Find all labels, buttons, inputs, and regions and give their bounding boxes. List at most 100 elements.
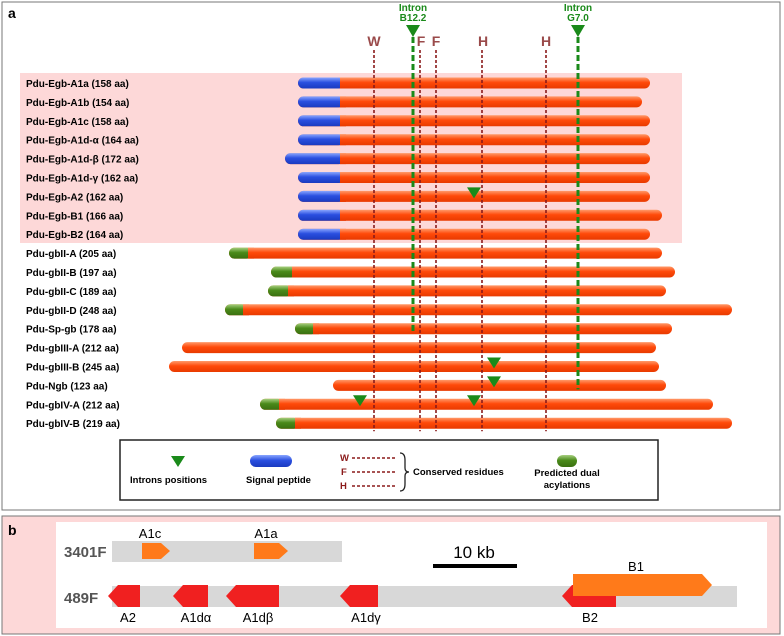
protein-bar-join (340, 228, 346, 240)
signal-peptide (298, 228, 344, 240)
intron-g7-subtitle: G7.0 (567, 13, 589, 24)
scaffold-489f-label: 489F (64, 590, 98, 607)
protein-bar (298, 172, 650, 183)
protein-bar (276, 417, 732, 429)
row-label: Pdu-Egb-A2 (162 aa) (26, 192, 123, 203)
protein-bar-join (292, 266, 298, 278)
signal-peptide (298, 77, 344, 89)
legend-box (119, 439, 659, 501)
gene-b1-label: B1 (628, 559, 644, 574)
protein-bar (298, 134, 650, 146)
intron-triangles (353, 187, 501, 407)
panel-a-label: a (8, 5, 16, 21)
legend-dual-text-2: acylations (544, 480, 590, 491)
gene-a1a-label: A1a (254, 526, 278, 541)
legend-h: H (340, 481, 347, 492)
legend-dual-text-1: Predicted dual (534, 468, 599, 479)
gene-a1da (173, 585, 208, 607)
gene-row (169, 361, 659, 372)
row-label: Pdu-Egb-A1d-γ (162 aa) (26, 174, 138, 185)
signal-peptide (298, 190, 344, 202)
gene-row (333, 379, 666, 391)
intron-b12-title: Intron (399, 3, 427, 14)
gene-a1db-label: A1dβ (243, 610, 274, 625)
protein-bar-join (313, 323, 319, 335)
residue-h2: H (541, 33, 551, 49)
gene-a1dg (340, 585, 378, 607)
intron-b12-subtitle: B12.2 (400, 13, 427, 24)
row-label: Pdu-gbII-A (205 aa) (26, 249, 116, 260)
protein-bar (298, 209, 662, 221)
row-label: Pdu-gbII-B (197 aa) (26, 268, 117, 279)
gene-row (271, 266, 675, 278)
scaffold-3401f-label: 3401F (64, 544, 107, 561)
gene-a1da-label: A1dα (181, 610, 212, 625)
scaffold-3401f-bar (112, 541, 342, 562)
row-label: Pdu-Egb-A1b (154 aa) (26, 98, 129, 109)
gene-row (229, 247, 662, 259)
gene-row (268, 285, 666, 297)
dual-acylation (271, 266, 296, 278)
residue-f2: F (432, 33, 441, 49)
gene-row (260, 398, 713, 410)
row-label: Pdu-gbII-D (248 aa) (26, 306, 117, 317)
scale-label: 10 kb (453, 543, 495, 562)
protein-bar-join (288, 285, 294, 297)
protein-bar-join (340, 190, 346, 202)
row-label: Pdu-Egb-A1a (158 aa) (26, 79, 129, 90)
signal-peptide (298, 134, 344, 146)
intron-triangle-icon (467, 187, 481, 199)
gene-a2 (108, 585, 140, 607)
gene-a2-label: A2 (120, 610, 136, 625)
row-label: Pdu-gbIV-B (219 aa) (26, 419, 120, 430)
intron-triangle-icon (353, 395, 367, 407)
gene-a1c (142, 543, 170, 559)
protein-bar (271, 266, 675, 278)
intron-g7-title: Intron (564, 3, 592, 14)
protein-bar-join (248, 247, 254, 259)
protein-bar (229, 247, 662, 259)
row-label: Pdu-Sp-gb (178 aa) (26, 325, 117, 336)
residue-f1: F (417, 33, 426, 49)
row-label: Pdu-gbIII-A (212 aa) (26, 344, 119, 355)
gene-row (276, 417, 732, 429)
gene-row (298, 134, 650, 146)
gene-b1 (573, 574, 712, 596)
gene-row (295, 323, 672, 335)
row-label: Pdu-Egb-B1 (166 aa) (26, 211, 123, 222)
protein-bar-join (340, 115, 346, 127)
gene-row (225, 304, 732, 316)
gene-row (298, 115, 650, 127)
intron-triangle-icon (487, 376, 501, 388)
gene-rows (169, 77, 732, 429)
signal-peptide (298, 96, 344, 108)
dual-acylation (260, 398, 283, 410)
protein-bar (333, 379, 666, 391)
intron-triangle-icon (467, 395, 481, 407)
protein-bar-join (295, 417, 301, 429)
legend-introns-text: Introns positions (130, 475, 207, 486)
row-labels: Pdu-Egb-A1a (158 aa) Pdu-Egb-A1b (154 aa)… (26, 79, 139, 430)
dual-acylation (229, 247, 252, 259)
protein-bar-join (340, 77, 346, 89)
row-label: Pdu-gbIII-B (245 aa) (26, 363, 119, 374)
protein-bar (285, 153, 650, 165)
protein-bar (169, 361, 659, 372)
dual-acylation (225, 304, 247, 316)
gene-a1dg-label: A1dγ (351, 610, 381, 625)
row-label: Pdu-Egb-A1d-α (164 aa) (26, 136, 139, 147)
gene-row (298, 228, 650, 240)
signal-peptide (298, 209, 344, 221)
legend-f: F (341, 467, 347, 478)
intron-g7-icon (571, 25, 585, 37)
gene-row (298, 209, 662, 221)
legend: Introns positions Signal peptide W F H C… (119, 439, 659, 501)
intron-b12-icon (406, 25, 420, 37)
signal-peptide (285, 153, 344, 165)
gene-row (298, 77, 650, 89)
panel-b-label: b (8, 522, 17, 538)
gene-row (298, 172, 650, 183)
legend-w: W (340, 453, 349, 464)
intron-triangle-icon (487, 357, 501, 369)
legend-brace (399, 452, 410, 492)
